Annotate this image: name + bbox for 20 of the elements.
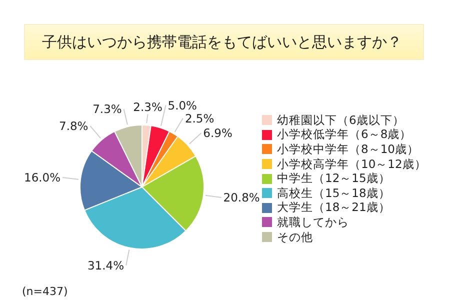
data-label: 6.9% bbox=[203, 126, 232, 140]
data-label: 7.3% bbox=[92, 102, 122, 116]
data-label: 5.0% bbox=[168, 98, 198, 112]
legend-label: 就職してから bbox=[277, 214, 349, 230]
data-label: 20.8% bbox=[223, 190, 260, 205]
legend-label: 幼稚園以下（6歳以下） bbox=[277, 112, 404, 128]
data-label: 16.0% bbox=[24, 170, 61, 184]
data-label: 2.3% bbox=[133, 100, 162, 114]
legend-label: 小学校低学年（6～8歳） bbox=[277, 127, 412, 142]
legend-label: 小学校中学年（8～10歳） bbox=[277, 142, 419, 157]
chart-title: 子供はいつから携帯電話をもてばいいと思いますか？ bbox=[42, 32, 402, 52]
legend-label: 高校生（15～18歳） bbox=[277, 186, 390, 201]
data-label: 31.4% bbox=[87, 258, 124, 272]
text: (n=437) bbox=[22, 285, 68, 298]
data-label: 2.5% bbox=[184, 111, 214, 126]
data-label: 7.8% bbox=[59, 119, 88, 134]
legend-label: 大学生（18～21歳） bbox=[277, 200, 390, 216]
legend-label: 小学校高学年（10～12歳） bbox=[277, 156, 426, 172]
legend-label: その他 bbox=[277, 230, 313, 245]
legend-label: 中学生（12～15歳） bbox=[277, 171, 390, 186]
